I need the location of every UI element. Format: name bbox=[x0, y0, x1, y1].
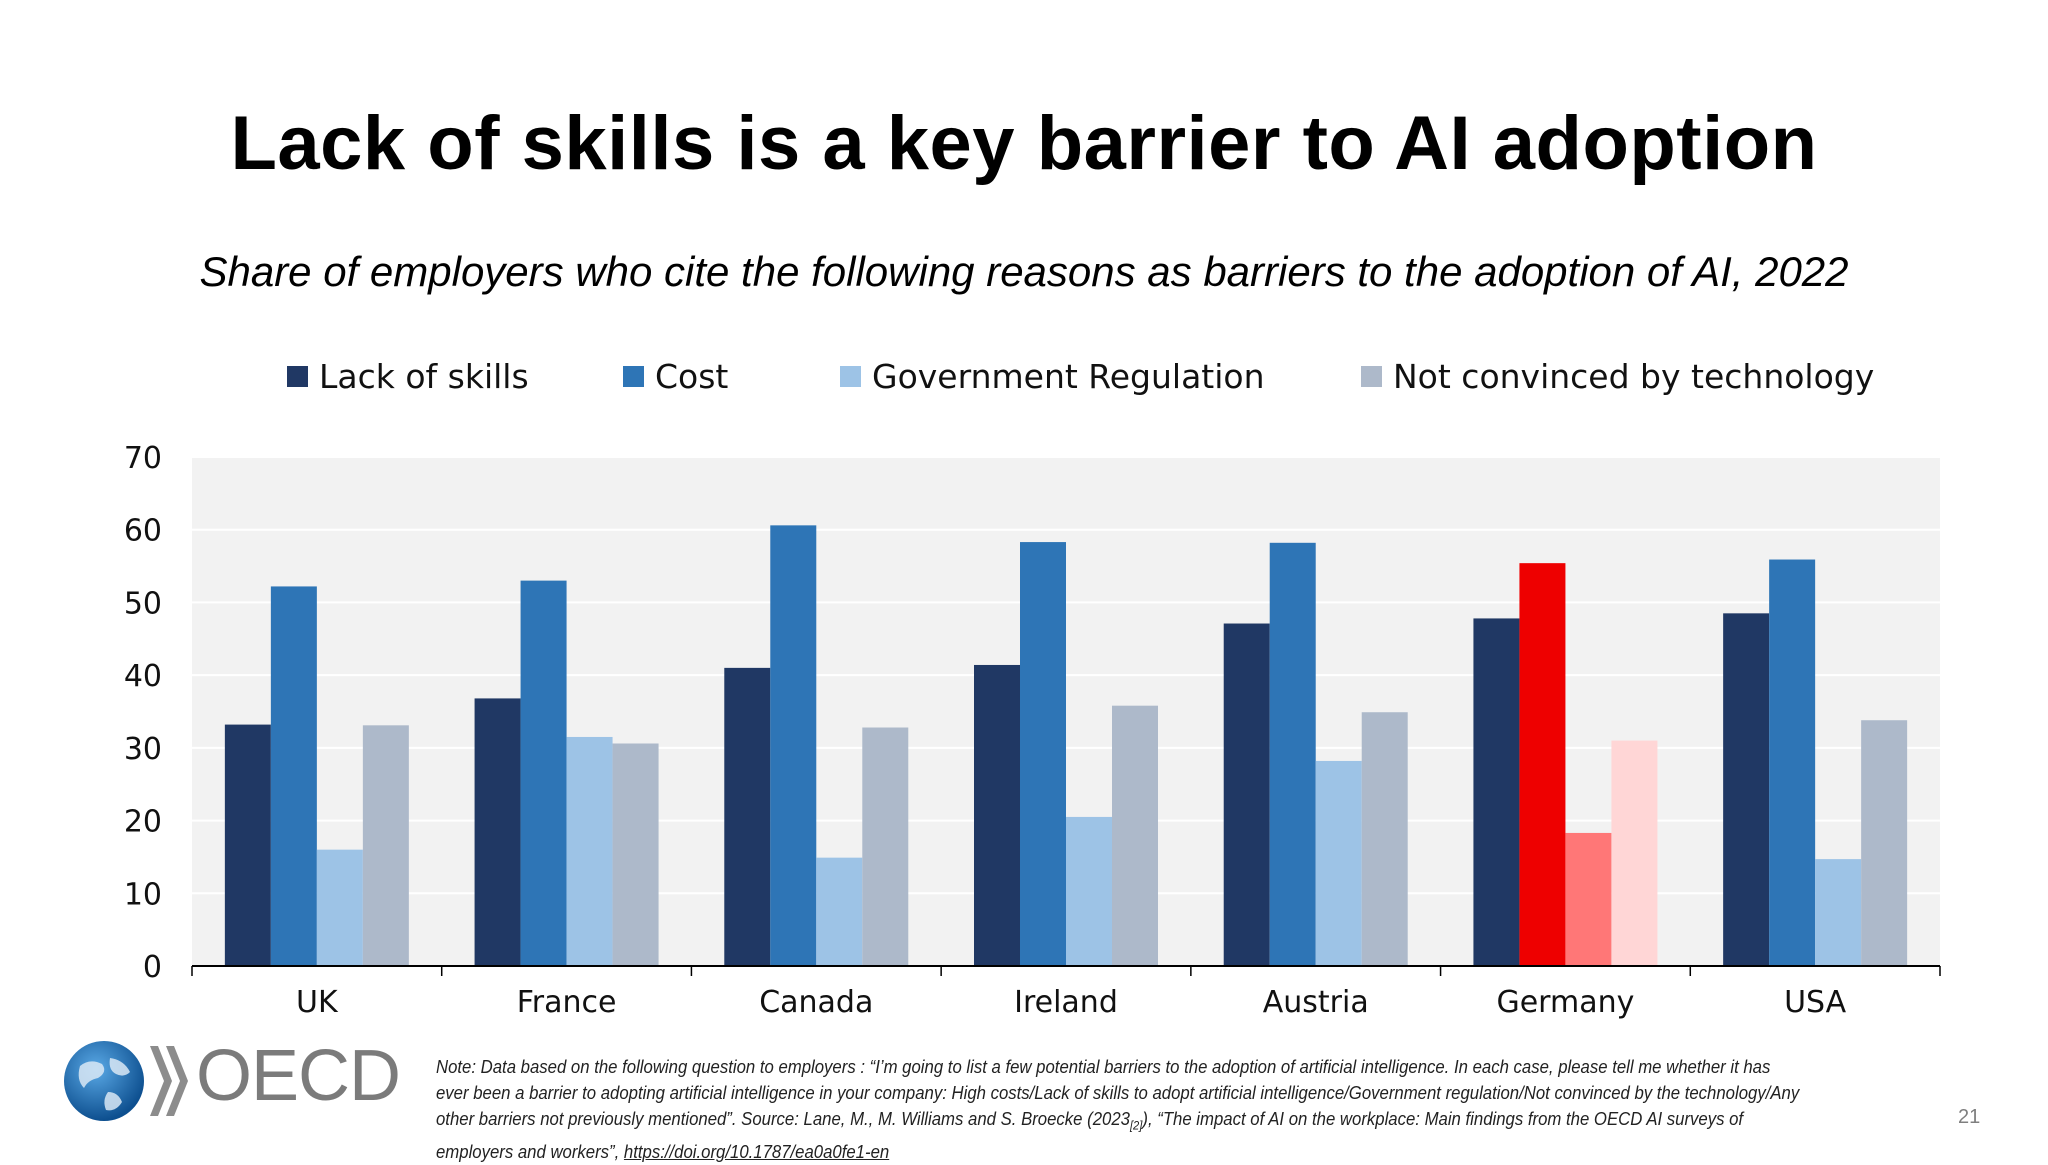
oecd-logo-icon bbox=[64, 1041, 188, 1121]
bar-ireland-cost bbox=[1020, 542, 1066, 966]
bar-usa-government-regulation bbox=[1815, 859, 1862, 966]
y-tick-label: 20 bbox=[124, 805, 162, 840]
bar-germany-government-regulation bbox=[1565, 832, 1612, 966]
bar-canada-government-regulation bbox=[816, 857, 863, 966]
bar-austria-cost bbox=[1269, 542, 1316, 966]
bar-france-cost bbox=[520, 580, 567, 966]
chart-subtitle: Share of employers who cite the followin… bbox=[199, 248, 1849, 295]
bar-germany-not-convinced-by-technology bbox=[1611, 740, 1658, 966]
x-tick-label: France bbox=[517, 985, 617, 1020]
legend-swatch bbox=[840, 366, 861, 387]
legend-swatch bbox=[1361, 366, 1382, 387]
bar-canada-lack-of-skills bbox=[724, 667, 771, 966]
page-number: 21 bbox=[1958, 1106, 1981, 1128]
note-text: Note: Data based on the following questi… bbox=[436, 1057, 1800, 1129]
page-title: Lack of skills is a key barrier to AI ad… bbox=[230, 101, 1818, 186]
legend-swatch bbox=[623, 366, 644, 387]
legend-swatch bbox=[287, 366, 308, 387]
y-tick-label: 0 bbox=[143, 950, 162, 985]
x-tick-label: Ireland bbox=[1014, 985, 1118, 1020]
bar-france-not-convinced-by-technology bbox=[612, 743, 659, 966]
bar-austria-lack-of-skills bbox=[1223, 623, 1270, 966]
bar-usa-cost bbox=[1769, 559, 1816, 966]
bar-chart: 0 10 20 30 40 50 60 70 UK France Canada Ireland Aust… bbox=[124, 357, 1941, 1020]
bar-ireland-government-regulation bbox=[1066, 816, 1112, 966]
bar-canada-not-convinced-by-technology bbox=[862, 727, 909, 966]
bar-uk-cost bbox=[270, 586, 317, 966]
bar-germany-lack-of-skills bbox=[1473, 618, 1520, 966]
legend-label: Not convinced by technology bbox=[1393, 357, 1874, 396]
y-tick-label: 40 bbox=[124, 659, 162, 694]
x-tick-label: UK bbox=[296, 985, 339, 1020]
x-tick-label: Germany bbox=[1496, 985, 1634, 1020]
legend-label: Lack of skills bbox=[319, 357, 529, 396]
y-tick-label: 10 bbox=[124, 877, 162, 912]
bar-uk-government-regulation bbox=[316, 849, 363, 966]
y-tick-label: 70 bbox=[124, 441, 162, 476]
note-reference: [2] bbox=[1129, 1118, 1143, 1133]
bar-germany-cost bbox=[1519, 563, 1566, 966]
x-tick-label: Austria bbox=[1263, 985, 1369, 1020]
x-tick-label: Canada bbox=[759, 985, 873, 1020]
bar-canada-cost bbox=[770, 525, 817, 966]
bar-austria-government-regulation bbox=[1315, 760, 1362, 966]
bar-france-lack-of-skills bbox=[474, 698, 521, 966]
y-tick-label: 30 bbox=[124, 732, 162, 767]
oecd-logo-text: OECD bbox=[196, 1036, 401, 1116]
y-tick-label: 60 bbox=[124, 514, 162, 549]
bar-uk-not-convinced-by-technology bbox=[362, 725, 409, 966]
y-tick-label: 50 bbox=[124, 586, 162, 621]
legend-label: Cost bbox=[655, 357, 728, 396]
bar-france-government-regulation bbox=[566, 736, 613, 966]
legend-label: Government Regulation bbox=[872, 357, 1265, 396]
bar-uk-lack-of-skills bbox=[224, 724, 271, 966]
x-tick-label: USA bbox=[1784, 985, 1847, 1020]
source-note: Note: Data based on the following questi… bbox=[436, 1054, 1801, 1165]
bar-usa-lack-of-skills bbox=[1723, 613, 1770, 966]
bar-usa-not-convinced-by-technology bbox=[1861, 720, 1908, 966]
bar-ireland-lack-of-skills bbox=[974, 664, 1020, 966]
bar-austria-not-convinced-by-technology bbox=[1361, 712, 1408, 966]
bar-ireland-not-convinced-by-technology bbox=[1112, 705, 1158, 966]
